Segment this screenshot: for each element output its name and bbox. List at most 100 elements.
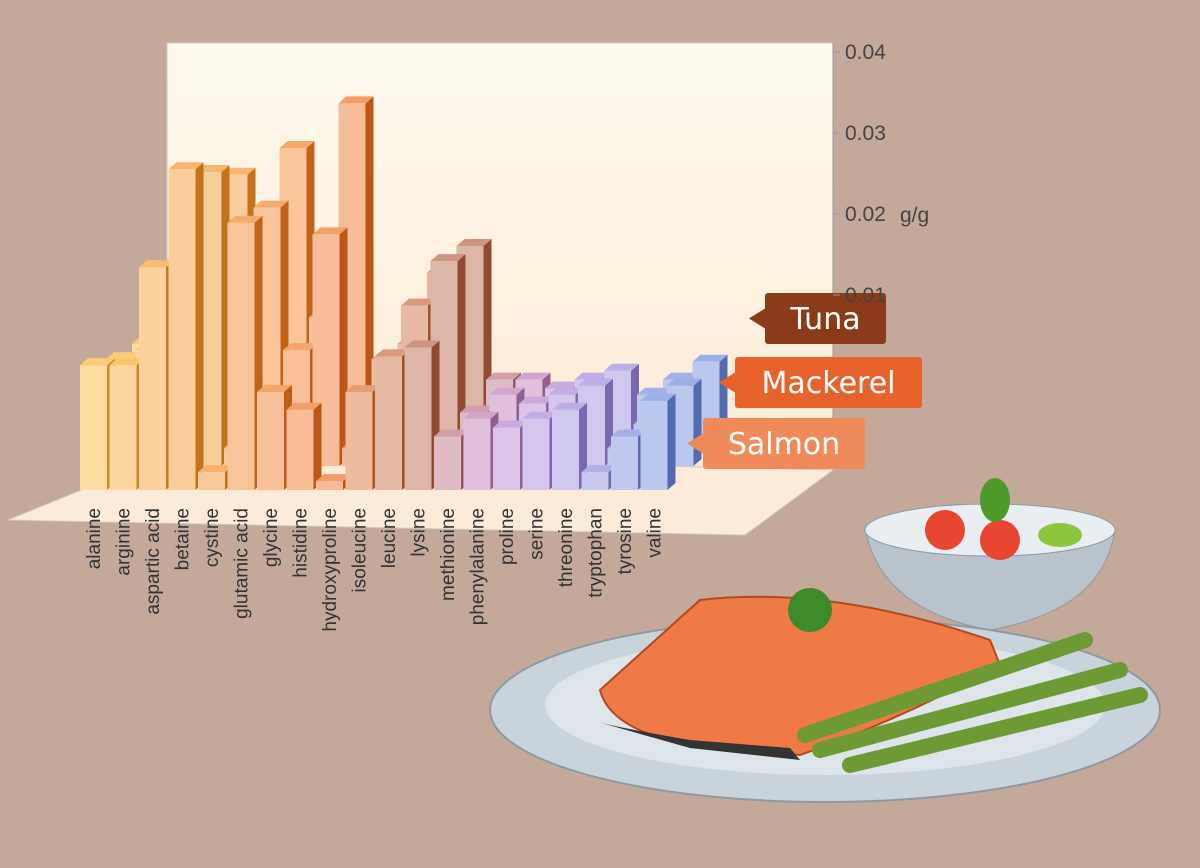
bar-front bbox=[227, 222, 255, 490]
bar bbox=[552, 402, 587, 490]
leaf bbox=[980, 478, 1010, 522]
bar-top bbox=[663, 372, 698, 380]
asparagus-spear bbox=[842, 687, 1148, 773]
bar-top bbox=[198, 465, 233, 473]
bar-top bbox=[456, 238, 492, 246]
bar-top bbox=[692, 354, 728, 362]
leaf bbox=[1038, 523, 1082, 547]
bar-front bbox=[611, 436, 638, 490]
asparagus bbox=[797, 632, 1148, 773]
label-box bbox=[703, 418, 865, 469]
bar-front bbox=[286, 409, 314, 490]
y-tick-label: 0.03 bbox=[845, 122, 886, 145]
bar-front bbox=[552, 409, 579, 490]
bar-side bbox=[365, 96, 374, 443]
label-box bbox=[765, 293, 886, 344]
bar bbox=[640, 393, 676, 490]
bar-side bbox=[313, 402, 322, 490]
bar-top bbox=[375, 349, 410, 357]
bar-front bbox=[80, 365, 107, 490]
bar-front bbox=[168, 169, 196, 491]
asparagus-spear bbox=[797, 632, 1093, 743]
label-pointer bbox=[749, 308, 765, 329]
bar-top bbox=[578, 378, 613, 386]
bar-top bbox=[106, 352, 141, 360]
bar-side bbox=[667, 393, 676, 490]
bar-top bbox=[637, 387, 672, 395]
x-tick-label: valine bbox=[645, 508, 666, 558]
bar-top bbox=[604, 363, 639, 371]
bar-top bbox=[279, 140, 315, 148]
series-labels: Salmon Mackerel Tuna bbox=[687, 293, 922, 469]
bar-top bbox=[611, 429, 646, 437]
label-pointer bbox=[687, 433, 703, 454]
bar-front bbox=[463, 418, 491, 490]
bar-top bbox=[316, 474, 351, 482]
bars bbox=[80, 96, 728, 491]
bar-front bbox=[522, 418, 550, 490]
x-tick-label: histidine bbox=[291, 508, 312, 578]
bar-top bbox=[545, 381, 580, 389]
bar-front bbox=[139, 267, 166, 490]
bar-top bbox=[227, 215, 263, 223]
x-tick-label: glutamic acid bbox=[232, 508, 253, 619]
legend-label: Tuna bbox=[789, 302, 860, 337]
x-tick-label: lysine bbox=[409, 508, 430, 557]
x-tick-label: betaine bbox=[173, 508, 194, 570]
bar-front bbox=[640, 400, 668, 490]
bar-top bbox=[286, 402, 322, 410]
bar-front bbox=[109, 365, 137, 490]
bar bbox=[286, 402, 322, 490]
bar-top bbox=[168, 162, 204, 170]
tomato bbox=[925, 510, 965, 550]
y-tick-label: 0.02 bbox=[845, 203, 886, 226]
bar-side bbox=[195, 162, 204, 491]
x-tick-label: methionine bbox=[438, 508, 459, 601]
bar-front bbox=[434, 436, 461, 490]
x-tick-label: alanine bbox=[84, 508, 105, 569]
bar-top bbox=[401, 298, 436, 306]
bar-front bbox=[198, 472, 225, 490]
tomato bbox=[980, 520, 1020, 560]
bar-top bbox=[640, 393, 676, 401]
bar-top bbox=[515, 372, 551, 380]
x-tick-label: threonine bbox=[556, 508, 577, 587]
bar-side bbox=[693, 378, 702, 466]
bar-front bbox=[345, 391, 373, 490]
bar bbox=[227, 215, 263, 490]
bar-top bbox=[522, 411, 558, 419]
asparagus-spear bbox=[812, 662, 1128, 758]
bar-top bbox=[552, 402, 587, 410]
legend-label: Mackerel bbox=[762, 366, 896, 401]
x-tick-label: proline bbox=[497, 508, 518, 565]
bar-top bbox=[345, 384, 381, 392]
bar-top bbox=[463, 411, 499, 419]
bar-top bbox=[338, 96, 374, 104]
bar-front bbox=[493, 427, 520, 490]
legend-label: Salmon bbox=[728, 427, 840, 462]
bar-top bbox=[666, 378, 702, 386]
bar-top bbox=[548, 387, 584, 395]
bar-top bbox=[434, 429, 469, 437]
y-axis-label: g/g bbox=[900, 204, 929, 227]
bar-top bbox=[430, 254, 466, 262]
label-box bbox=[735, 357, 922, 408]
bar-top bbox=[574, 372, 610, 380]
x-tick-label: tyrosine bbox=[615, 508, 636, 575]
x-tick-label: hydroxyproline bbox=[320, 508, 341, 632]
bar-front bbox=[316, 481, 343, 490]
bar-front bbox=[375, 356, 402, 490]
bar-top bbox=[257, 384, 292, 392]
bar-top bbox=[80, 358, 115, 366]
x-tick-label: aspartic acid bbox=[143, 508, 164, 615]
x-tick-label: arginine bbox=[114, 508, 135, 576]
y-tick-label: 0.04 bbox=[845, 41, 886, 64]
bar-top bbox=[493, 420, 528, 428]
parsley bbox=[788, 588, 832, 632]
salmon-skin bbox=[598, 722, 800, 760]
bar bbox=[434, 429, 469, 490]
bar-top bbox=[312, 227, 348, 235]
x-tick-label: phenylalanine bbox=[468, 508, 489, 625]
